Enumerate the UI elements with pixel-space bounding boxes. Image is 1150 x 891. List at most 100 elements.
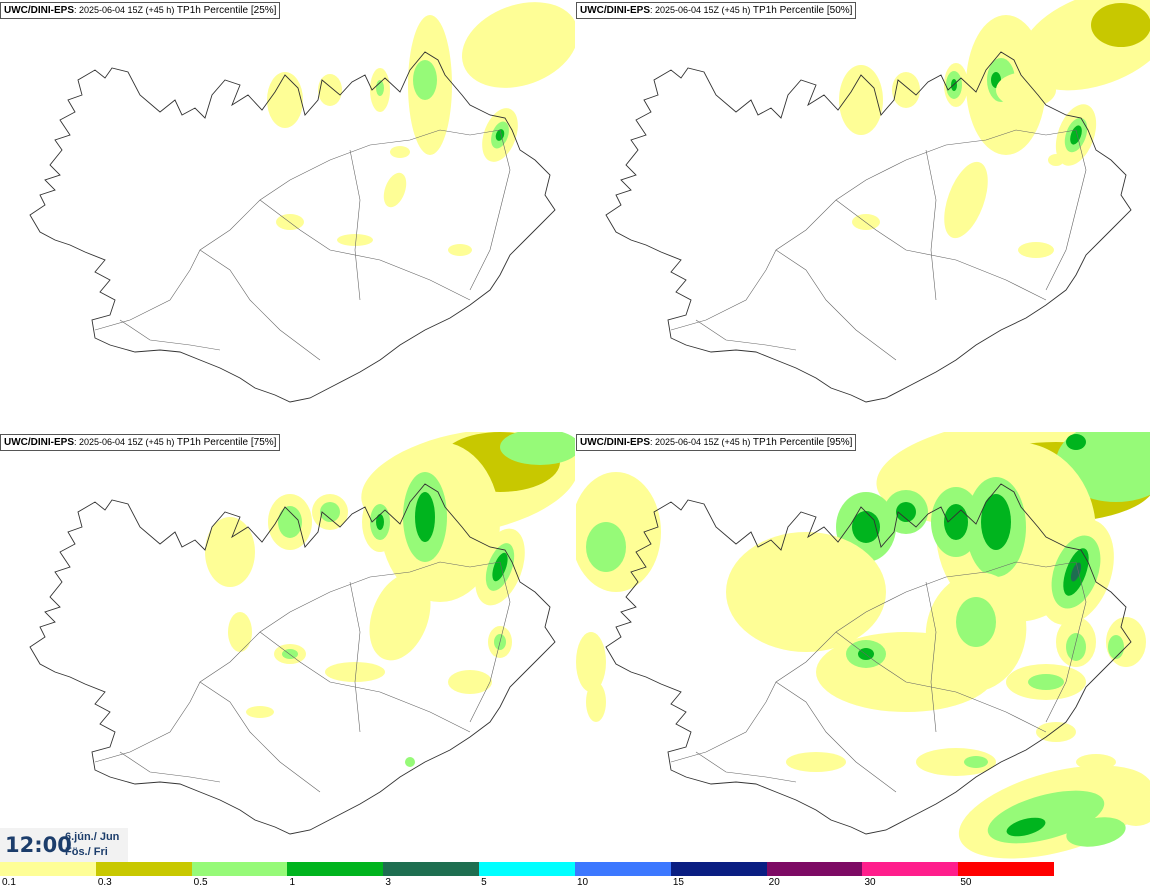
- precip-area: [1066, 434, 1086, 450]
- precip-area: [492, 552, 508, 582]
- precip-area: [369, 573, 431, 661]
- precip-area: [320, 502, 340, 522]
- precip-area: [944, 161, 988, 239]
- precip-area: [1036, 722, 1076, 742]
- precip-area: [1048, 154, 1064, 166]
- run-info: : 2025-06-04 15Z (+45 h): [650, 5, 751, 15]
- legend-tick-label: 5: [481, 877, 487, 888]
- precip-area: [1066, 633, 1086, 661]
- precip-area: [586, 522, 626, 572]
- precip-area: [1108, 635, 1124, 659]
- field-label: TP1h Percentile [25%]: [174, 5, 277, 16]
- precip-area: [1070, 562, 1082, 582]
- model-source: UWC/DINI-EPS: [4, 5, 74, 16]
- precip-map: [29, 2, 575, 403]
- precip-area: [1006, 817, 1046, 837]
- precip-area: [413, 60, 437, 100]
- legend-tick-label: 1: [289, 877, 296, 888]
- road-network: [670, 129, 1087, 361]
- coastline: [605, 483, 1132, 835]
- precip-area: [852, 214, 880, 230]
- precip-area: [964, 756, 988, 768]
- legend-swatch: [958, 862, 1055, 876]
- precip-area: [376, 514, 384, 530]
- precip-area: [1028, 674, 1064, 690]
- coastline: [605, 51, 1132, 403]
- precip-area: [786, 752, 846, 772]
- legend-swatch: [191, 862, 288, 876]
- run-info: : 2025-06-04 15Z (+45 h): [74, 437, 175, 447]
- precip-area: [1076, 754, 1116, 770]
- panel-divider: [575, 0, 576, 862]
- coastline: [29, 51, 556, 403]
- precip-map: [29, 432, 575, 835]
- precip-area: [337, 234, 373, 246]
- precip-area: [1066, 817, 1126, 847]
- precip-area: [228, 612, 252, 652]
- legend-tick-label: 50: [960, 877, 972, 888]
- valid-date: 6.jún./ Jun: [65, 831, 120, 843]
- legend-swatch: [862, 862, 959, 876]
- coastline: [29, 483, 556, 835]
- run-info: : 2025-06-04 15Z (+45 h): [74, 5, 175, 15]
- precip-area: [318, 74, 342, 106]
- run-info: : 2025-06-04 15Z (+45 h): [650, 437, 751, 447]
- precip-area: [1091, 3, 1150, 47]
- precip-area: [576, 632, 606, 692]
- precip-area: [996, 72, 1056, 108]
- precip-area: [390, 146, 410, 158]
- legend-tick-label: 20: [768, 877, 780, 888]
- legend-color-bar: [0, 862, 1150, 876]
- panel-title: UWC/DINI-EPS: 2025-06-04 15Z (+45 h) TP1…: [576, 2, 857, 19]
- panel-title: UWC/DINI-EPS: 2025-06-04 15Z (+45 h) TP1…: [576, 434, 857, 451]
- road-network: [94, 561, 511, 793]
- map-panel-p50: UWC/DINI-EPS: 2025-06-04 15Z (+45 h) TP1…: [576, 0, 1150, 432]
- precip-area: [839, 65, 883, 135]
- field-label: TP1h Percentile [50%]: [750, 5, 853, 16]
- map-panel-p95: UWC/DINI-EPS: 2025-06-04 15Z (+45 h) TP1…: [576, 432, 1150, 864]
- color-legend: 0.1 0.3 0.5 1 3 5 10 15 20 30 50: [0, 862, 1150, 891]
- field-label: TP1h Percentile [95%]: [750, 437, 853, 448]
- precip-field: [205, 432, 575, 767]
- map-panel-p75: UWC/DINI-EPS: 2025-06-04 15Z (+45 h) TP1…: [0, 432, 575, 864]
- model-source: UWC/DINI-EPS: [4, 437, 74, 448]
- road-network: [94, 129, 511, 361]
- precip-area: [267, 72, 303, 128]
- legend-swatch: [1054, 862, 1150, 876]
- legend-swatch: [287, 862, 384, 876]
- legend-tick-label: 0.1: [2, 877, 16, 888]
- precip-area: [461, 2, 575, 88]
- legend-tick-label: 3: [385, 877, 391, 888]
- precip-area: [916, 748, 996, 776]
- legend-tick-label: 15: [672, 877, 684, 888]
- legend-swatch: [574, 862, 671, 876]
- precip-area: [981, 494, 1011, 550]
- valid-weekday: Fös./ Fri: [65, 846, 108, 858]
- map-panel-p25: UWC/DINI-EPS: 2025-06-04 15Z (+45 h) TP1…: [0, 0, 575, 432]
- precip-area: [448, 244, 472, 256]
- precip-area: [205, 517, 255, 587]
- precip-area: [448, 670, 492, 694]
- precip-area: [726, 532, 886, 652]
- panel-title: UWC/DINI-EPS: 2025-06-04 15Z (+45 h) TP1…: [0, 434, 281, 451]
- precip-area: [276, 214, 304, 230]
- precip-area: [278, 506, 302, 538]
- legend-swatch: [95, 862, 192, 876]
- panel-title: UWC/DINI-EPS: 2025-06-04 15Z (+45 h) TP1…: [0, 2, 281, 19]
- legend-tick-label: 0.5: [193, 877, 208, 888]
- legend-swatch: [670, 862, 767, 876]
- field-label: TP1h Percentile [75%]: [174, 437, 277, 448]
- valid-clock: 12:00: [5, 833, 72, 857]
- precip-map: [605, 0, 1150, 403]
- precip-map: [576, 432, 1150, 859]
- legend-tick-label: 30: [864, 877, 876, 888]
- legend-swatch: [766, 862, 863, 876]
- precip-area: [1018, 242, 1054, 258]
- precip-area: [500, 432, 575, 465]
- model-source: UWC/DINI-EPS: [580, 5, 650, 16]
- legend-swatch: [383, 862, 480, 876]
- road-network: [670, 561, 1087, 793]
- legend-swatch: [479, 862, 575, 876]
- precip-area: [896, 502, 916, 522]
- precip-area: [415, 492, 435, 542]
